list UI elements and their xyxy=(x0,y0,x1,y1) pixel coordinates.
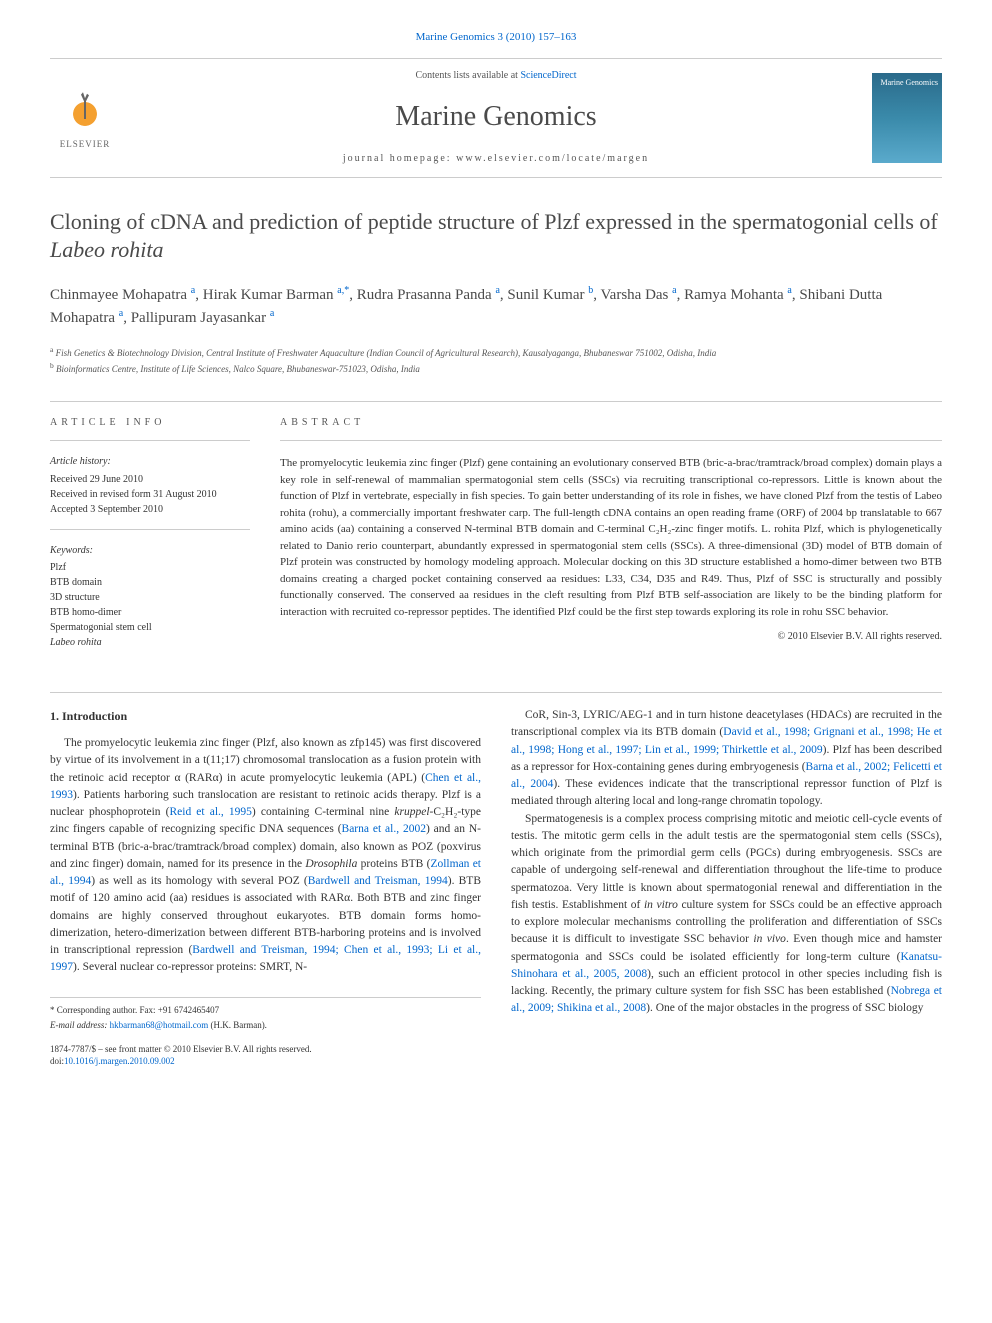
body-divider xyxy=(50,692,942,693)
body-columns: 1. Introduction The promyelocytic leukem… xyxy=(50,707,942,1068)
journal-homepage-line: journal homepage: www.elsevier.com/locat… xyxy=(120,152,872,167)
info-divider-2 xyxy=(50,529,250,530)
info-abstract-row: ARTICLE INFO Article history: Received 2… xyxy=(50,416,942,663)
homepage-url[interactable]: www.elsevier.com/locate/margen xyxy=(456,153,649,164)
info-divider-1 xyxy=(50,440,250,441)
section-divider xyxy=(50,401,942,402)
intro-heading: 1. Introduction xyxy=(50,707,481,725)
contents-available-line: Contents lists available at ScienceDirec… xyxy=(120,69,872,84)
abstract-heading: ABSTRACT xyxy=(280,416,942,431)
email-suffix: (H.K. Barman). xyxy=(208,1020,267,1030)
issn-line: 1874-7787/$ – see front matter © 2010 El… xyxy=(50,1043,481,1056)
intro-para-3: Spermatogenesis is a complex process com… xyxy=(511,811,942,1018)
elsevier-tree-icon xyxy=(60,84,110,134)
intro-para-2: CoR, Sin-3, LYRIC/AEG-1 and in turn hist… xyxy=(511,707,942,811)
article-info-col: ARTICLE INFO Article history: Received 2… xyxy=(50,416,250,663)
affiliation-a: a Fish Genetics & Biotechnology Division… xyxy=(50,344,942,361)
journal-cover-thumb[interactable]: Marine Genomics xyxy=(872,73,942,163)
intro-para-1: The promyelocytic leukemia zinc finger (… xyxy=(50,735,481,977)
title-species: Labeo rohita xyxy=(50,237,163,262)
abstract-text: The promyelocytic leukemia zinc finger (… xyxy=(280,455,942,620)
email-label: E-mail address: xyxy=(50,1020,110,1030)
doi-link[interactable]: 10.1016/j.margen.2010.09.002 xyxy=(64,1056,175,1066)
abstract-divider xyxy=(280,440,942,441)
elsevier-logo[interactable]: ELSEVIER xyxy=(50,78,120,158)
journal-issue-link[interactable]: Marine Genomics 3 (2010) 157–163 xyxy=(50,30,942,46)
history-text: Received 29 June 2010Received in revised… xyxy=(50,472,250,517)
sciencedirect-link[interactable]: ScienceDirect xyxy=(520,70,576,81)
corresponding-fax: * Corresponding author. Fax: +91 6742465… xyxy=(50,1004,481,1018)
journal-name: Marine Genomics xyxy=(120,97,872,138)
homepage-label: journal homepage: xyxy=(343,153,456,164)
keywords-label: Keywords: xyxy=(50,544,250,559)
footer-publication-info: 1874-7787/$ – see front matter © 2010 El… xyxy=(50,1043,481,1068)
corresponding-email-line: E-mail address: hkbarman68@hotmail.com (… xyxy=(50,1019,481,1033)
journal-header: ELSEVIER Contents lists available at Sci… xyxy=(50,58,942,178)
body-col-right: CoR, Sin-3, LYRIC/AEG-1 and in turn hist… xyxy=(511,707,942,1068)
abstract-copyright: © 2010 Elsevier B.V. All rights reserved… xyxy=(280,630,942,645)
affiliation-b: b Bioinformatics Centre, Institute of Li… xyxy=(50,360,942,377)
cover-label: Marine Genomics xyxy=(880,77,938,89)
body-col-left: 1. Introduction The promyelocytic leukem… xyxy=(50,707,481,1068)
abstract-col: ABSTRACT The promyelocytic leukemia zinc… xyxy=(280,416,942,663)
article-title: Cloning of cDNA and prediction of peptid… xyxy=(50,208,942,265)
affiliations: a Fish Genetics & Biotechnology Division… xyxy=(50,344,942,377)
history-label: Article history: xyxy=(50,455,250,470)
keywords-text: PlzfBTB domain3D structureBTB homo-dimer… xyxy=(50,560,250,650)
title-text: Cloning of cDNA and prediction of peptid… xyxy=(50,209,938,234)
contents-pre: Contents lists available at xyxy=(415,70,520,81)
email-link[interactable]: hkbarman68@hotmail.com xyxy=(110,1020,209,1030)
article-info-heading: ARTICLE INFO xyxy=(50,416,250,431)
header-center: Contents lists available at ScienceDirec… xyxy=(120,69,872,167)
doi-line: doi:10.1016/j.margen.2010.09.002 xyxy=(50,1055,481,1068)
authors-list: Chinmayee Mohapatra a, Hirak Kumar Barma… xyxy=(50,283,942,330)
corresponding-author-block: * Corresponding author. Fax: +91 6742465… xyxy=(50,997,481,1033)
elsevier-label: ELSEVIER xyxy=(60,138,111,151)
